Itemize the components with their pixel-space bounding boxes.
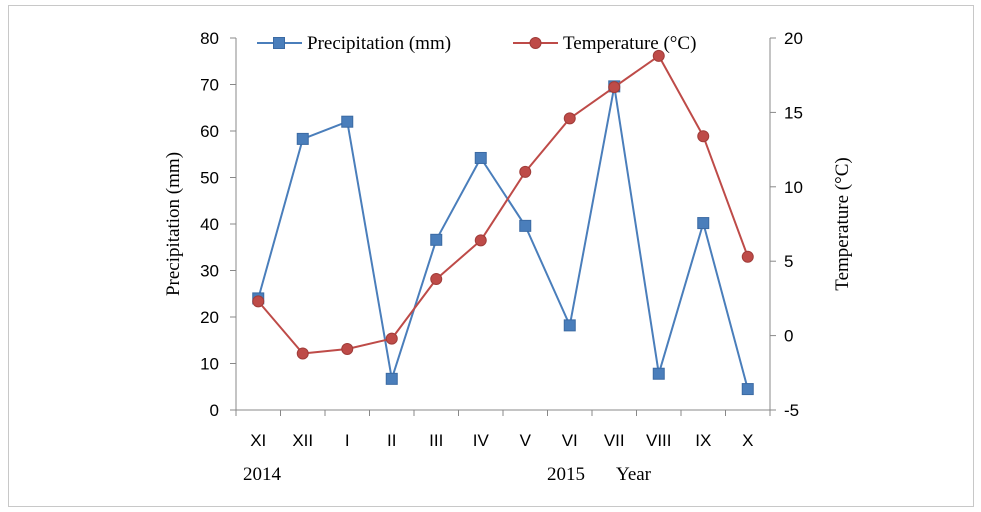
y-left-tick-label: 50 <box>200 169 219 188</box>
x-tick-label: VI <box>562 431 578 450</box>
y-left-tick-label: 0 <box>210 401 219 420</box>
precipitation-point <box>652 367 665 380</box>
series-layer <box>252 49 754 396</box>
x-tick-label: VII <box>604 431 625 450</box>
y-right-tick-label: 15 <box>784 103 803 122</box>
y-right-tick-label: 5 <box>784 252 793 271</box>
precipitation-point <box>697 217 710 230</box>
y-left-tick-label: 40 <box>200 215 219 234</box>
temperature-series-line <box>257 54 749 355</box>
year-word-label: Year <box>616 464 652 485</box>
y-right-tick-label: 20 <box>784 29 803 48</box>
y-right-axis-label: Temperature (°C) <box>832 157 853 290</box>
x-tick-label: III <box>429 431 443 450</box>
precipitation-point <box>341 115 354 128</box>
temperature-point <box>741 250 754 263</box>
x-tick-label: VIII <box>646 431 672 450</box>
y-left-tick-label: 10 <box>200 355 219 374</box>
precipitation-point <box>519 219 532 232</box>
temperature-point <box>697 130 710 143</box>
temperature-point <box>519 165 532 178</box>
temperature-point <box>652 49 665 62</box>
temperature-point <box>252 295 265 308</box>
x-tick-label: II <box>387 431 396 450</box>
y-left-tick-label: 30 <box>200 262 219 281</box>
y-right-tick-label: 10 <box>784 178 803 197</box>
y-left-tick-label: 20 <box>200 308 219 327</box>
chart-frame: 0 10 20 30 40 50 60 70 80 -5 0 5 10 15 20 XI XII I II III… <box>8 5 974 507</box>
precipitation-point <box>474 151 487 164</box>
precipitation-point <box>563 319 576 332</box>
legend: Precipitation (mm) Temperature (°C) <box>257 33 696 54</box>
temperature-point <box>341 342 354 355</box>
legend-precipitation-label: Precipitation (mm) <box>307 33 451 54</box>
y-right-tick-label: 0 <box>784 327 793 346</box>
y-right-tick-label: -5 <box>784 401 799 420</box>
precipitation-point <box>741 383 754 396</box>
temperature-point <box>563 112 576 125</box>
y-left-ticks: 0 10 20 30 40 50 60 70 80 <box>200 29 236 420</box>
temperature-point <box>608 81 621 94</box>
precipitation-series-line <box>257 85 749 390</box>
y-left-tick-label: 80 <box>200 29 219 48</box>
year-2015-label: 2015 <box>547 464 585 485</box>
x-ticks: XI XII I II III IV V VI VII VIII IX X <box>235 410 771 450</box>
y-left-tick-label: 70 <box>200 76 219 95</box>
x-tick-label: XII <box>292 431 313 450</box>
precipitation-point <box>296 132 309 145</box>
temperature-point <box>474 234 487 247</box>
legend-precipitation-marker <box>273 37 285 49</box>
x-tick-label: X <box>742 431 753 450</box>
x-tick-label: IX <box>695 431 711 450</box>
legend-temperature-label: Temperature (°C) <box>563 33 696 54</box>
y-left-tick-label: 60 <box>200 122 219 141</box>
precipitation-point <box>385 372 398 385</box>
y-left-axis-label: Precipitation (mm) <box>163 152 184 296</box>
year-2014-label: 2014 <box>243 464 282 485</box>
precipitation-point <box>430 233 443 246</box>
x-tick-label: V <box>520 431 532 450</box>
x-tick-label: XI <box>250 431 266 450</box>
x-tick-label: IV <box>473 431 490 450</box>
temperature-point <box>296 347 309 360</box>
temperature-point <box>385 332 398 345</box>
temperature-point <box>430 273 443 286</box>
x-tick-label: I <box>345 431 350 450</box>
legend-temperature-marker <box>529 37 542 49</box>
axes <box>235 38 771 411</box>
y-right-ticks: -5 0 5 10 15 20 <box>770 29 803 420</box>
